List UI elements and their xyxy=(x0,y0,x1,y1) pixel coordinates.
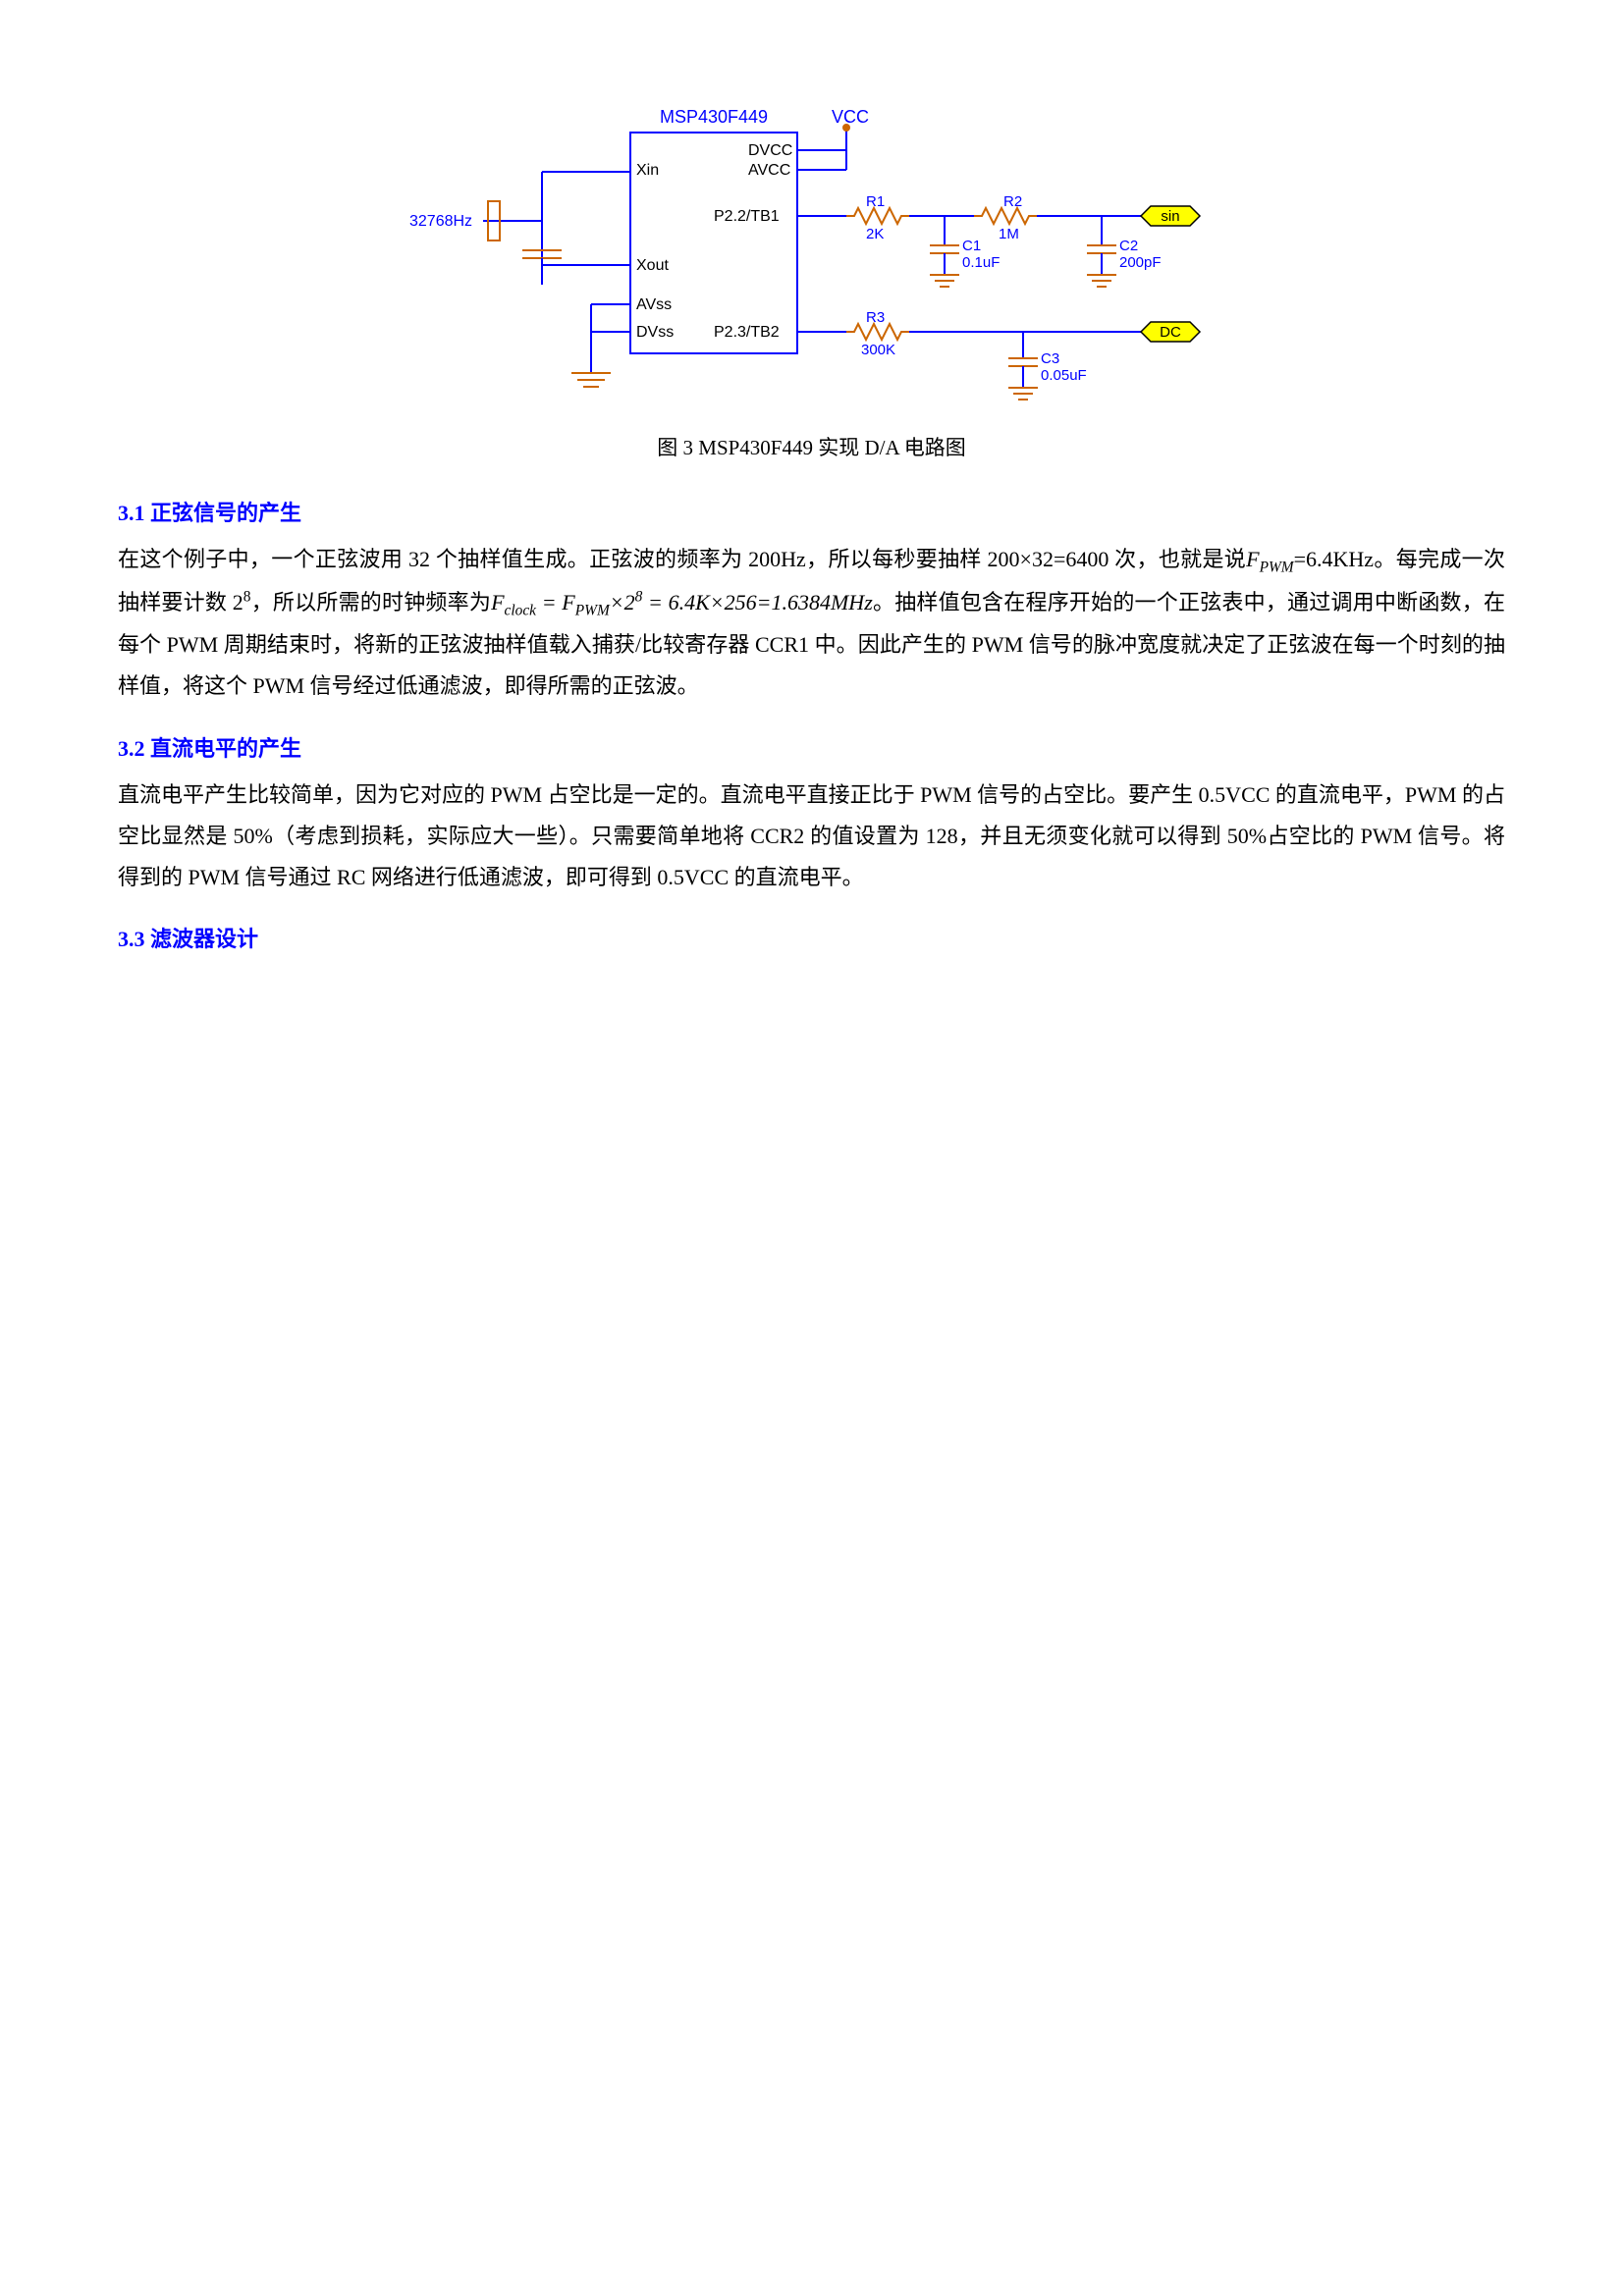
c3-val: 0.05uF xyxy=(1041,367,1087,384)
section-3-2-heading: 3.2 直流电平的产生 xyxy=(118,731,1505,763)
text-part: 在这个例子中，一个正弦波用 32 个抽样值生成。正弦波的频率为 200Hz，所以… xyxy=(118,547,1246,571)
dc-output: DC xyxy=(1160,324,1181,341)
formula-fpwm: FPWM xyxy=(1246,547,1294,571)
vcc-label: VCC xyxy=(832,107,869,127)
crystal-label: 32768Hz xyxy=(409,213,472,230)
r2-label: R2 xyxy=(1003,193,1022,210)
section-3-3-heading: 3.3 滤波器设计 xyxy=(118,922,1505,953)
c2-val: 200pF xyxy=(1119,254,1162,271)
avss-pin: AVss xyxy=(636,296,672,313)
formula-fclock: Fclock = FPWM×28 = 6.4K×256=1.6384MHz xyxy=(491,590,873,614)
mcu-label: MSP430F449 xyxy=(659,107,767,127)
circuit-diagram: MSP430F449 DVCC AVCC Xin Xout P2.2/TB1 A… xyxy=(395,79,1229,412)
p22-pin: P2.2/TB1 xyxy=(714,208,780,225)
section-3-2-para: 直流电平产生比较简单，因为它对应的 PWM 占空比是一定的。直流电平直接正比于 … xyxy=(118,774,1505,897)
sin-output: sin xyxy=(1161,208,1179,225)
superscript-8: 8 xyxy=(243,588,251,605)
avcc-pin: AVCC xyxy=(748,162,790,179)
xout-pin: Xout xyxy=(636,257,669,274)
r3-val: 300K xyxy=(861,342,895,358)
p23-pin: P2.3/TB2 xyxy=(714,324,780,341)
c2-label: C2 xyxy=(1119,238,1138,254)
section-3-1-para: 在这个例子中，一个正弦波用 32 个抽样值生成。正弦波的频率为 200Hz，所以… xyxy=(118,539,1505,707)
c1-label: C1 xyxy=(962,238,981,254)
c3-label: C3 xyxy=(1041,350,1059,367)
r1-val: 2K xyxy=(866,226,884,242)
c1-val: 0.1uF xyxy=(962,254,1000,271)
r3-label: R3 xyxy=(866,309,885,326)
section-3-1-heading: 3.1 正弦信号的产生 xyxy=(118,496,1505,527)
dvcc-pin: DVCC xyxy=(748,142,792,159)
xin-pin: Xin xyxy=(636,162,659,179)
r1-label: R1 xyxy=(866,193,885,210)
text-part: ，所以所需的时钟频率为 xyxy=(251,590,492,614)
figure-caption: 图 3 MSP430F449 实现 D/A 电路图 xyxy=(118,432,1505,461)
r2-val: 1M xyxy=(999,226,1019,242)
dvss-pin: DVss xyxy=(636,324,674,341)
